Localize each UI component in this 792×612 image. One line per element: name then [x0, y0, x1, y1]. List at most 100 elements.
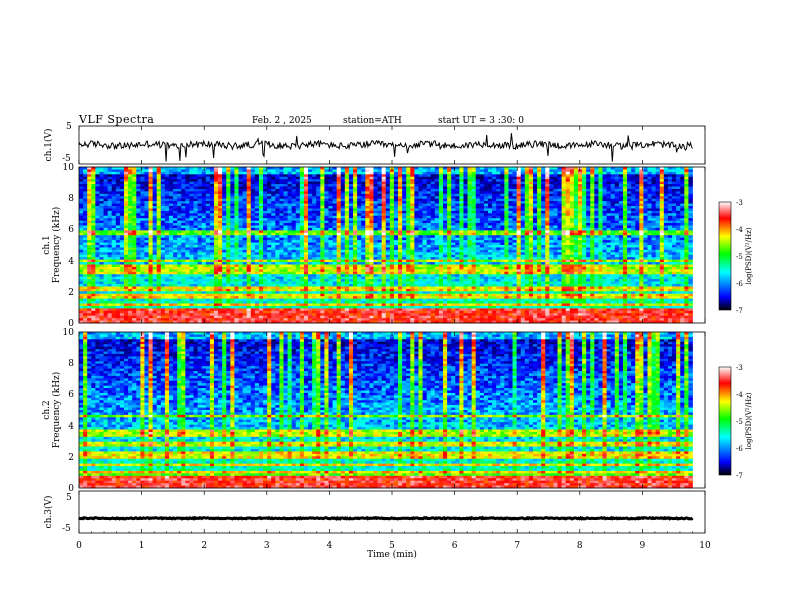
spectrogram-cell: [226, 179, 231, 183]
spectrogram-cell: [279, 223, 284, 226]
spectrogram-cell: [103, 186, 109, 190]
spectrogram-cell: [291, 242, 297, 246]
spectrogram-cell: [115, 169, 121, 173]
spectrogram-cell: [447, 235, 452, 239]
spectrogram-cell: [672, 215, 677, 219]
spectrogram-cell: [267, 186, 272, 190]
spectrogram-cell: [128, 208, 133, 212]
spectrogram-cell: [160, 206, 166, 209]
spectrogram-cell: [119, 186, 125, 190]
spectrogram-cell: [209, 179, 215, 183]
spectrogram-cell: [254, 193, 260, 197]
spectrogram-cell: [332, 193, 338, 197]
spectrogram-cell: [528, 196, 534, 200]
spectrogram-cell: [520, 220, 526, 224]
spectrogram-cell: [258, 186, 264, 190]
spectrogram-cell: [684, 179, 689, 183]
spectrogram-cell: [168, 196, 174, 200]
spectrogram-cell: [577, 203, 583, 207]
spectrogram-cell: [443, 179, 448, 183]
spectrogram-cell: [283, 210, 288, 214]
spectrogram-cell: [557, 235, 562, 239]
spectrogram-cell: [406, 230, 411, 234]
spectrogram-cell: [353, 191, 358, 195]
spectrogram-cell: [242, 176, 248, 180]
spectrogram-cell: [541, 240, 546, 243]
spectrogram-cell: [680, 213, 685, 217]
spectrogram-cell: [459, 203, 464, 207]
spectrogram-cell: [164, 191, 170, 195]
spectrogram-cell: [545, 191, 550, 195]
spectrogram-cell: [569, 196, 575, 200]
spectrogram-cell: [467, 242, 473, 246]
spectrogram-cell: [659, 188, 665, 192]
spectrogram-cell: [258, 225, 264, 229]
spectrogram-cell: [594, 186, 599, 190]
spectrogram-cell: [234, 208, 239, 212]
spectrogram-cell: [308, 167, 313, 170]
spectrogram-cell: [459, 191, 464, 195]
spectrogram-cell: [557, 242, 562, 246]
spectrogram-cell: [205, 174, 211, 178]
spectrogram-cell: [295, 171, 301, 175]
spectrogram-cell: [594, 213, 599, 217]
spectrogram-cell: [451, 237, 456, 241]
spectrogram-cell: [381, 206, 387, 209]
spectrogram-cell: [201, 203, 207, 207]
spectrogram-cell: [680, 237, 685, 241]
spectrogram-cell: [479, 230, 485, 234]
spectrogram-cell: [365, 201, 370, 204]
spectrogram-cell: [79, 240, 84, 243]
spectrogram-cell: [684, 188, 689, 192]
spectrogram-cell: [185, 198, 190, 202]
spectrogram-cell: [635, 191, 640, 195]
spectrogram-cell: [263, 171, 268, 175]
spectrogram-cell: [271, 176, 276, 180]
spectrogram-cell: [434, 193, 440, 197]
spectrogram-cell: [348, 208, 354, 212]
spectrogram-cell: [557, 198, 562, 202]
spectrogram-cell: [246, 169, 252, 173]
spectrogram-cell: [492, 206, 497, 209]
spectrogram-cell: [295, 220, 301, 224]
spectrogram-cell: [639, 215, 644, 219]
spectrogram-cell: [87, 227, 92, 231]
spectrogram-cell: [541, 245, 546, 248]
spectrogram-cell: [119, 196, 125, 200]
spectrogram-cell: [659, 169, 665, 173]
spectrogram-cell: [569, 210, 575, 214]
spectrogram-cell: [627, 218, 632, 222]
spectrogram-cell: [308, 208, 313, 212]
spectrogram-cell: [459, 176, 464, 180]
spectrogram-cell: [369, 188, 374, 192]
spectrogram-cell: [361, 220, 366, 224]
spectrogram-cell: [438, 171, 444, 175]
spectrogram-cell: [676, 245, 681, 248]
spectrogram-cell: [688, 198, 693, 202]
spectrogram-cell: [299, 167, 305, 170]
spectrogram-cell: [577, 215, 583, 219]
spectrogram-cell: [218, 242, 223, 246]
spectrogram-cell: [418, 179, 423, 183]
spectrogram-cell: [205, 242, 211, 246]
spectrogram-cell: [414, 188, 419, 192]
spectrogram-cell: [132, 237, 137, 241]
spectrogram-cell: [487, 203, 493, 207]
spectrogram-cell: [132, 198, 137, 202]
spectrogram-cell: [459, 201, 464, 204]
spectrogram-cell: [504, 215, 509, 219]
spectrogram-cell: [283, 213, 288, 217]
spectrogram-cell: [381, 235, 387, 239]
spectrogram-cell: [328, 184, 333, 187]
spectrogram-cell: [209, 191, 215, 195]
spectrogram-cell: [291, 230, 297, 234]
spectrogram-cell: [271, 227, 276, 231]
spectrogram-cell: [173, 218, 178, 222]
spectrogram-cell: [254, 191, 260, 195]
spectrogram-cell: [680, 210, 685, 214]
spectrogram-cell: [500, 215, 505, 219]
spectrogram-cell: [238, 196, 243, 200]
spectrogram-cell: [99, 218, 104, 222]
spectrogram-cell: [83, 245, 88, 248]
spectrogram-cell: [430, 208, 436, 212]
